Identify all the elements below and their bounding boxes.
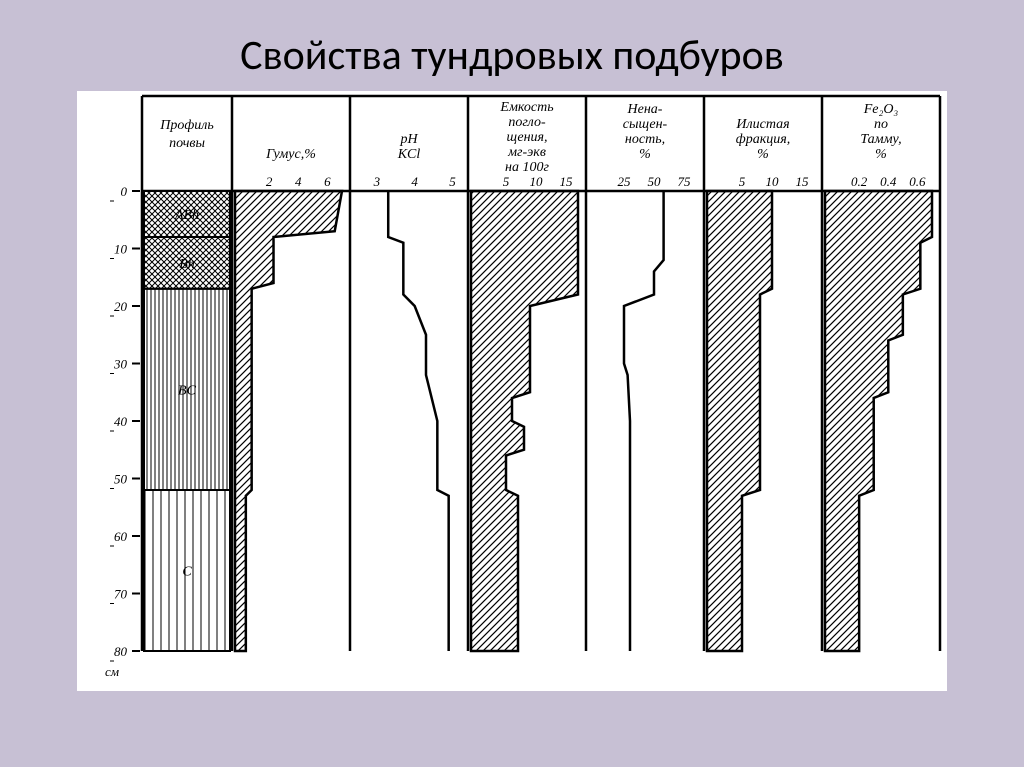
- svg-text:4: 4: [295, 174, 302, 189]
- svg-text:щения,: щения,: [506, 130, 547, 145]
- svg-text:15: 15: [796, 174, 810, 189]
- svg-text:C: C: [182, 565, 192, 580]
- svg-text:pH: pH: [399, 132, 418, 147]
- svg-text:50: 50: [648, 174, 662, 189]
- svg-text:80: 80: [114, 644, 128, 659]
- svg-text:10: 10: [766, 174, 780, 189]
- svg-text:5: 5: [449, 174, 456, 189]
- svg-text:Тамму,: Тамму,: [860, 132, 901, 147]
- svg-text:75: 75: [678, 174, 692, 189]
- svg-text:Емкость: Емкость: [499, 100, 553, 115]
- svg-text:см: см: [105, 664, 119, 679]
- svg-text:3: 3: [373, 174, 381, 189]
- soil-profile-chart: 0 10 20 30 40 50 60 70 80 см Профиль почвы ABh Bh BC C Г…: [77, 91, 947, 691]
- svg-text:30: 30: [113, 357, 128, 372]
- svg-text:20: 20: [114, 299, 128, 314]
- svg-text:на 100г: на 100г: [505, 160, 549, 175]
- svg-text:почвы: почвы: [169, 136, 205, 151]
- svg-text:2: 2: [266, 174, 273, 189]
- svg-text:0.6: 0.6: [909, 174, 926, 189]
- svg-text:сыщен-: сыщен-: [623, 117, 668, 132]
- svg-text:Гумус,%: Гумус,%: [265, 147, 316, 162]
- svg-text:фракция,: фракция,: [736, 132, 791, 147]
- svg-text:погло-: погло-: [508, 115, 546, 130]
- svg-text:%: %: [875, 147, 887, 162]
- svg-text:15: 15: [560, 174, 574, 189]
- svg-text:мг-экв: мг-экв: [507, 145, 546, 160]
- svg-text:40: 40: [114, 414, 128, 429]
- svg-text:Профиль: Профиль: [159, 118, 214, 133]
- svg-text:10: 10: [114, 242, 128, 257]
- svg-text:ABh: ABh: [174, 208, 199, 223]
- svg-text:70: 70: [114, 587, 128, 602]
- svg-text:ность,: ность,: [625, 132, 665, 147]
- svg-text:Илистая: Илистая: [735, 117, 789, 132]
- svg-text:6: 6: [324, 174, 331, 189]
- svg-text:0: 0: [121, 184, 128, 199]
- svg-text:BC: BC: [178, 383, 197, 398]
- svg-text:Нена-: Нена-: [627, 102, 663, 117]
- svg-text:5: 5: [503, 174, 510, 189]
- svg-text:Fe₂O₃: Fe₂O₃: [863, 102, 899, 117]
- svg-text:25: 25: [618, 174, 632, 189]
- svg-text:Bh: Bh: [179, 257, 195, 272]
- chart-container: 0 10 20 30 40 50 60 70 80 см Профиль почвы ABh Bh BC C Г…: [77, 91, 947, 691]
- svg-text:%: %: [639, 147, 651, 162]
- svg-text:%: %: [757, 147, 769, 162]
- svg-text:10: 10: [530, 174, 544, 189]
- svg-text:4: 4: [411, 174, 418, 189]
- svg-text:по: по: [874, 117, 888, 132]
- svg-text:5: 5: [739, 174, 746, 189]
- slide-title: Свойства тундровых подбуров: [0, 0, 1024, 91]
- svg-text:KCl: KCl: [397, 147, 421, 162]
- svg-text:0.2: 0.2: [851, 174, 868, 189]
- svg-text:60: 60: [114, 529, 128, 544]
- svg-text:0.4: 0.4: [880, 174, 897, 189]
- svg-text:50: 50: [114, 472, 128, 487]
